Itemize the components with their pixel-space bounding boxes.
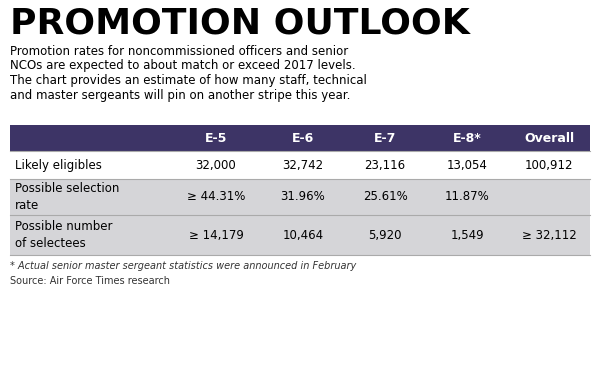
- Text: ≥ 14,179: ≥ 14,179: [188, 229, 244, 242]
- Text: Possible number
of selectees: Possible number of selectees: [15, 220, 113, 250]
- Text: Overall: Overall: [524, 131, 574, 144]
- Text: ≥ 44.31%: ≥ 44.31%: [187, 190, 245, 203]
- Text: 11.87%: 11.87%: [445, 190, 490, 203]
- Text: * Actual senior master sergeant statistics were announced in February: * Actual senior master sergeant statisti…: [10, 261, 356, 271]
- Text: ≥ 32,112: ≥ 32,112: [521, 229, 577, 242]
- Text: Promotion rates for noncommissioned officers and senior: Promotion rates for noncommissioned offi…: [10, 45, 348, 58]
- Text: 32,742: 32,742: [283, 159, 323, 172]
- Text: E-7: E-7: [374, 131, 396, 144]
- Text: Possible selection
rate: Possible selection rate: [15, 182, 119, 212]
- Text: The chart provides an estimate of how many staff, technical: The chart provides an estimate of how ma…: [10, 74, 367, 87]
- Text: 5,920: 5,920: [368, 229, 402, 242]
- Text: 31.96%: 31.96%: [281, 190, 325, 203]
- Bar: [10, 215, 590, 255]
- Text: E-6: E-6: [292, 131, 314, 144]
- Text: and master sergeants will pin on another stripe this year.: and master sergeants will pin on another…: [10, 88, 350, 101]
- Text: 1,549: 1,549: [450, 229, 484, 242]
- Text: Source: Air Force Times research: Source: Air Force Times research: [10, 276, 170, 286]
- Text: E-5: E-5: [205, 131, 227, 144]
- Text: Likely eligibles: Likely eligibles: [15, 159, 102, 172]
- Bar: [10, 179, 590, 215]
- Text: 25.61%: 25.61%: [362, 190, 407, 203]
- Bar: [10, 151, 590, 179]
- Bar: [10, 125, 590, 151]
- Text: NCOs are expected to about match or exceed 2017 levels.: NCOs are expected to about match or exce…: [10, 59, 356, 72]
- Text: 32,000: 32,000: [196, 159, 236, 172]
- Text: 13,054: 13,054: [446, 159, 487, 172]
- Text: 23,116: 23,116: [364, 159, 406, 172]
- Text: E-8*: E-8*: [452, 131, 481, 144]
- Text: 10,464: 10,464: [283, 229, 323, 242]
- Text: 100,912: 100,912: [525, 159, 573, 172]
- Text: PROMOTION OUTLOOK: PROMOTION OUTLOOK: [10, 7, 470, 41]
